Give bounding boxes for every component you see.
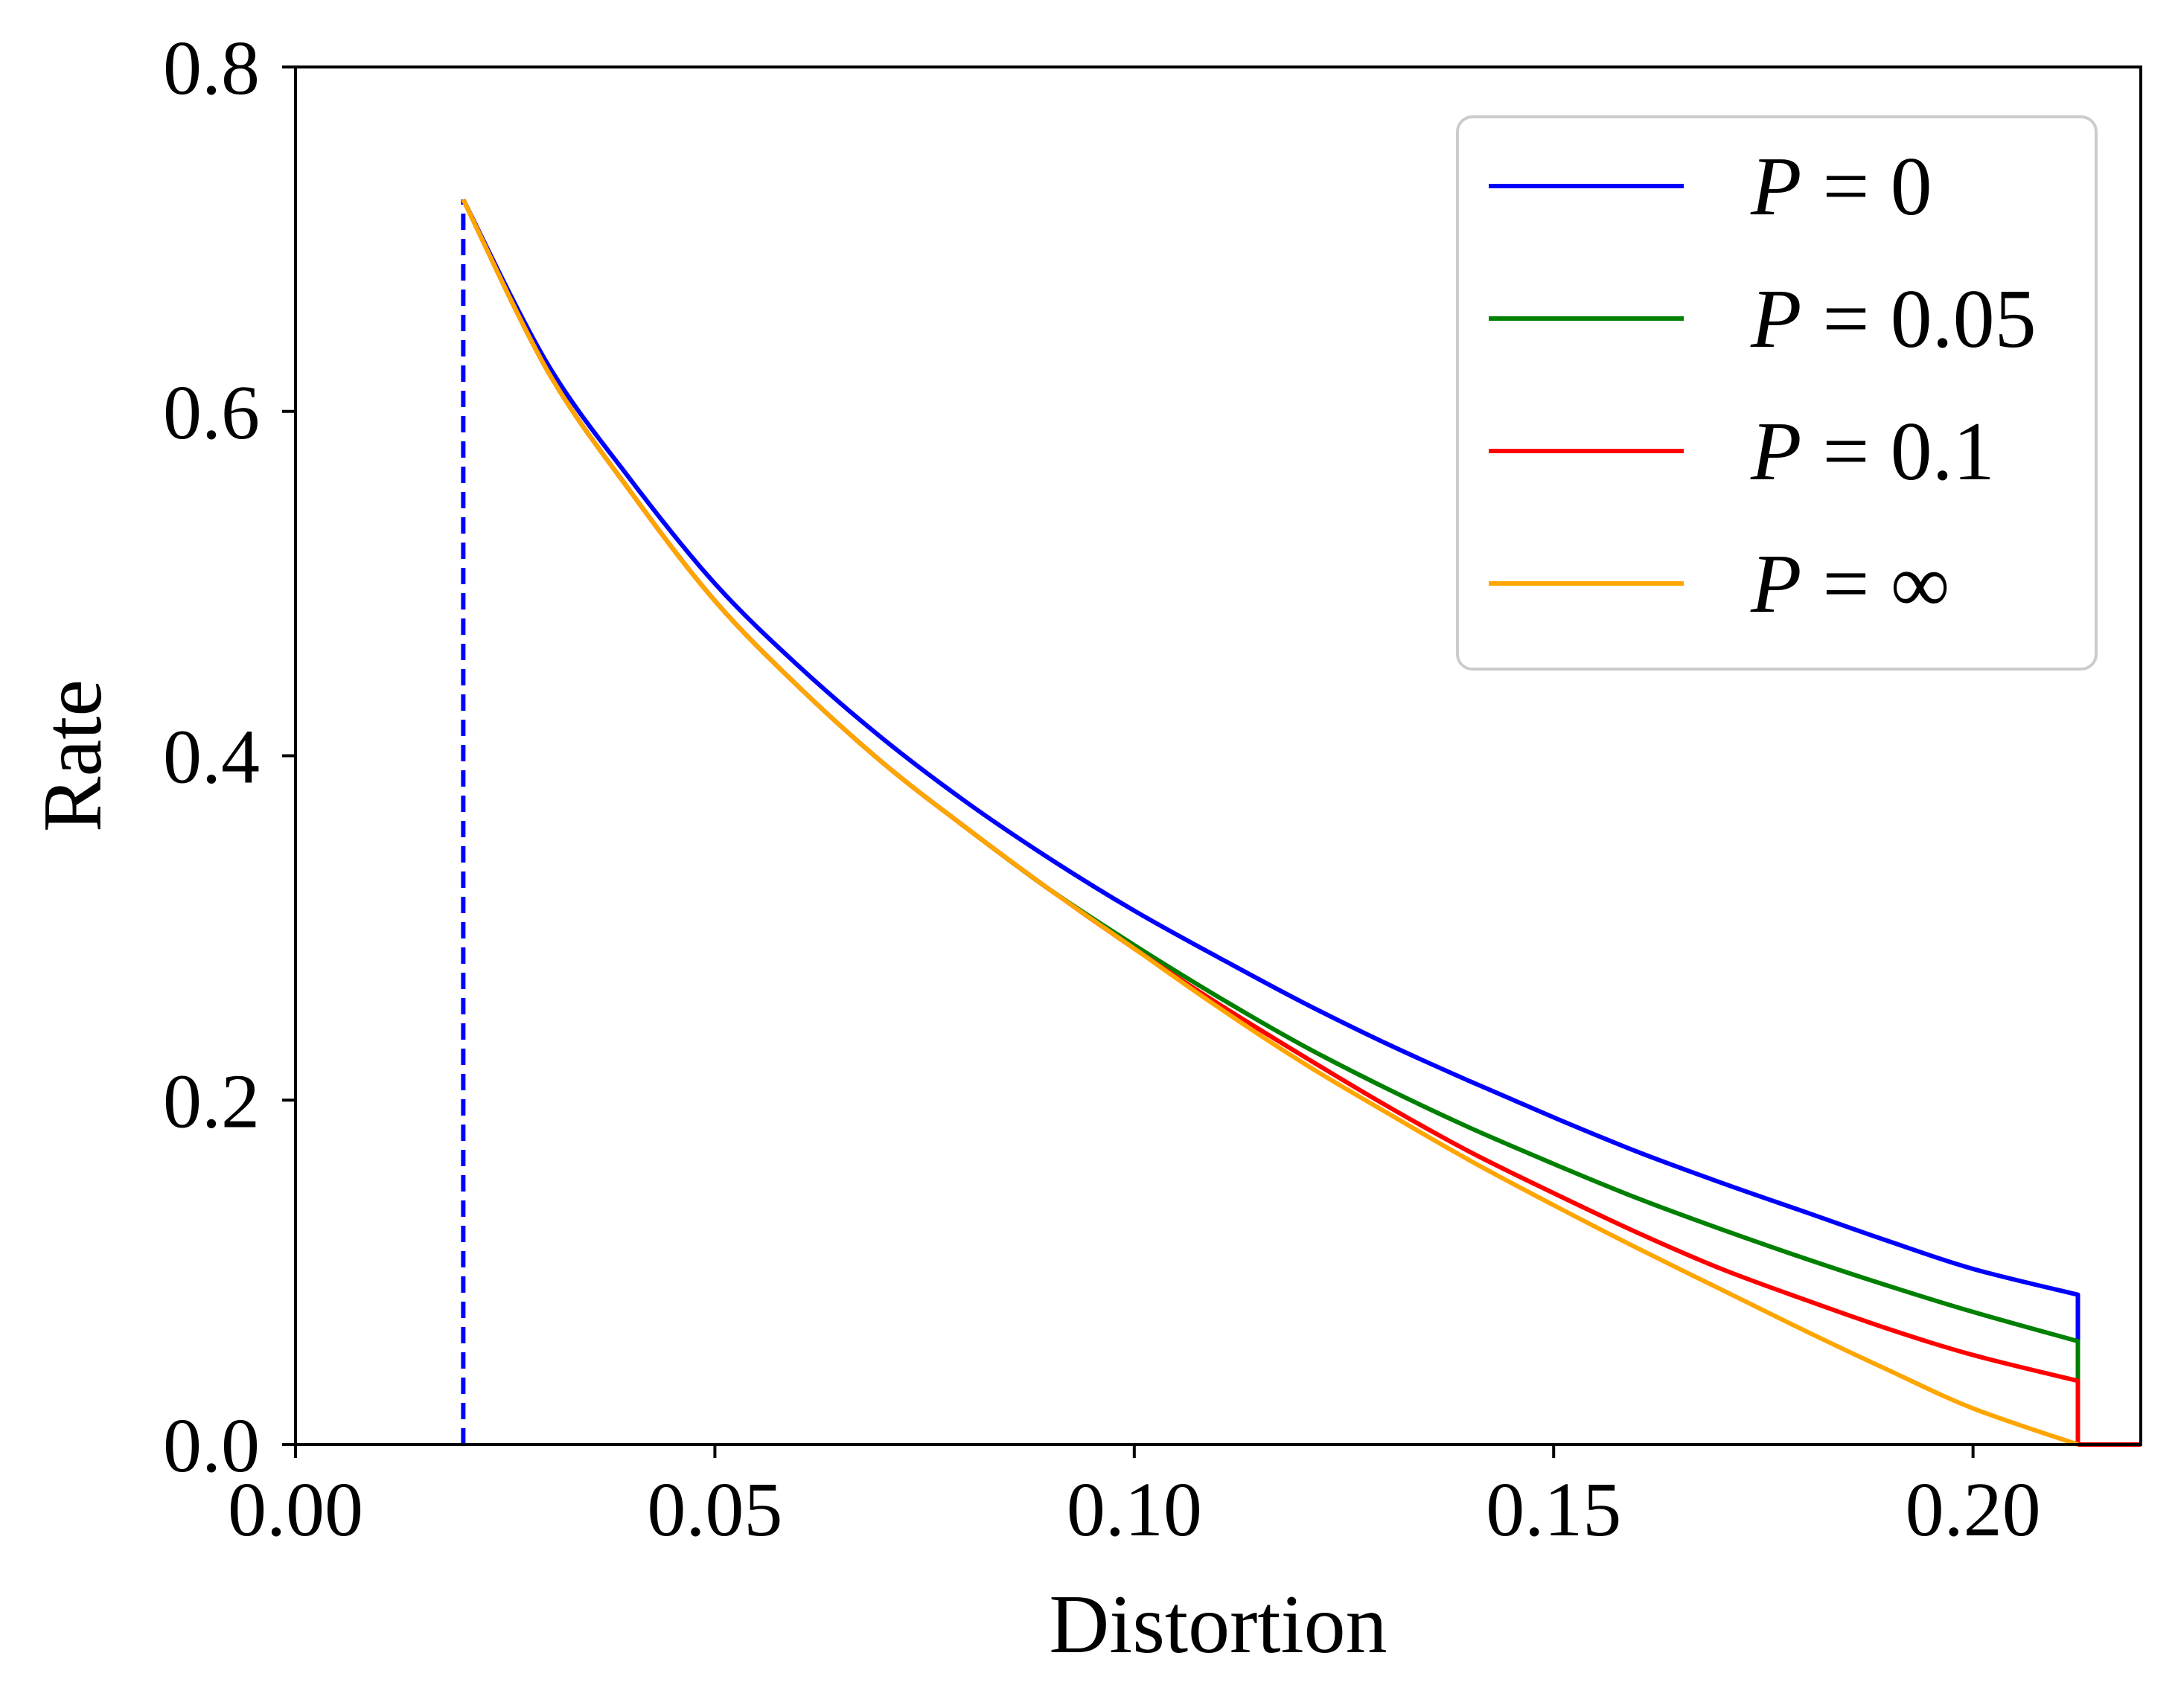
y-tick-label: 0.2 [163,1058,260,1144]
legend-box [1456,115,2098,671]
legend-label-0: P = 0 [1750,141,1932,233]
x-tick-label: 0.05 [647,1467,782,1552]
legend-label-1: P = 0.05 [1750,273,2037,365]
y-tick-label: 0.6 [163,370,260,455]
y-tick-label: 0.8 [163,25,260,111]
legend: P = 0 P = 0.05 P = 0.1 P = ∞ [1456,115,2098,671]
x-axis-label: Distortion [1049,1579,1387,1671]
series-line-0 [461,198,2080,1445]
plot-lines [461,198,2141,1447]
x-tick-label: 0.10 [1067,1467,1202,1552]
x-axis-ticks: 0.00 0.05 0.10 0.15 0.20 [228,1445,2041,1552]
legend-label-2: P = 0.1 [1750,406,1995,498]
y-tick-label: 0.0 [163,1403,260,1488]
x-tick-label: 0.00 [228,1467,363,1552]
y-axis-ticks: 0.0 0.2 0.4 0.6 0.8 [163,25,296,1488]
y-tick-label: 0.4 [163,714,260,800]
series-line-3 [461,198,2079,1447]
x-tick-label: 0.20 [1906,1467,2041,1552]
x-tick-label: 0.15 [1486,1467,1621,1552]
legend-label-3: P = ∞ [1750,538,1949,630]
y-axis-label: Rate [27,679,119,832]
